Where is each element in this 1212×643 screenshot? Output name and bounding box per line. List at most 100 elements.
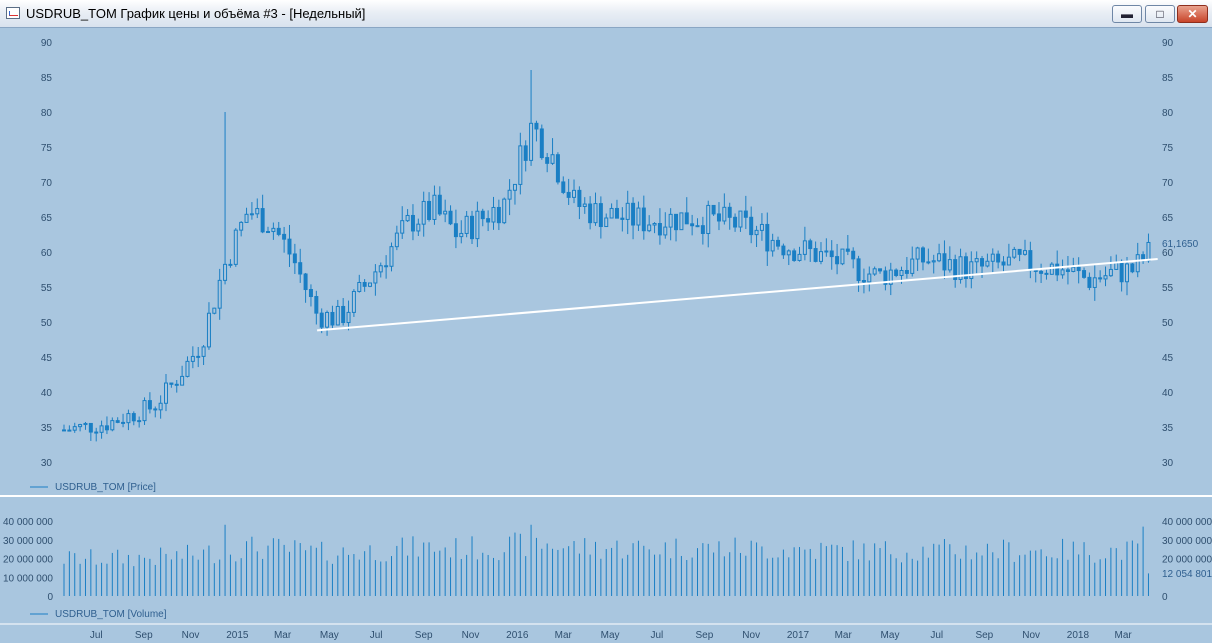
candle-body: [330, 311, 335, 326]
candle-body: [174, 383, 179, 386]
candle-body: [480, 210, 485, 220]
time-tick: Sep: [135, 630, 153, 641]
candle-body: [1071, 266, 1076, 272]
candle-body: [1087, 276, 1092, 288]
candle-body: [636, 207, 641, 226]
time-tick: May: [320, 630, 339, 641]
time-tick: Jul: [650, 630, 663, 641]
candle-body: [754, 229, 759, 236]
candle-body: [1039, 270, 1044, 274]
price-tick-left: 90: [41, 38, 53, 49]
candle-body: [555, 154, 560, 183]
candle-body: [926, 261, 931, 264]
candle-body: [920, 247, 925, 263]
candle-body: [507, 189, 512, 200]
candle-body: [942, 253, 947, 271]
candle-body: [1098, 277, 1103, 280]
candle-body: [512, 183, 517, 191]
candle-body: [115, 420, 120, 423]
close-button[interactable]: ✕: [1177, 5, 1208, 23]
candle-body: [78, 424, 83, 428]
maximize-icon: □: [1156, 7, 1164, 21]
candle-body: [491, 206, 496, 223]
candle-body: [88, 422, 93, 433]
candle-body: [502, 198, 507, 224]
time-tick: Mar: [274, 630, 292, 641]
candle-body: [974, 258, 979, 263]
price-tick-right: 45: [1162, 353, 1174, 364]
candle-body: [341, 305, 346, 324]
candle-body: [657, 223, 662, 236]
price-tick-left: 35: [41, 423, 53, 434]
volume-tick-right: 30 000 000: [1162, 536, 1212, 547]
time-tick: Nov: [182, 630, 200, 641]
candle-body: [62, 429, 66, 432]
candle-body: [319, 312, 324, 328]
candle-body: [217, 279, 222, 309]
candle-body: [464, 215, 469, 234]
candle-body: [523, 145, 528, 161]
candle-body: [351, 290, 356, 313]
candle-body: [749, 216, 754, 236]
candle-body: [1055, 263, 1060, 276]
candle-body: [904, 270, 909, 274]
candle-body: [878, 268, 883, 272]
price-tick-left: 40: [41, 388, 53, 399]
candle-body: [539, 128, 544, 159]
candle-body: [110, 420, 115, 431]
candle-body: [362, 281, 367, 287]
candle-body: [797, 253, 802, 261]
candle-body: [743, 210, 748, 218]
price-tick-left: 75: [41, 143, 53, 154]
candle-body: [883, 270, 888, 285]
candle-body: [808, 240, 813, 250]
candle-body: [609, 207, 614, 219]
candle-body: [985, 260, 990, 267]
time-tick: Mar: [555, 630, 573, 641]
candle-body: [851, 250, 856, 260]
title-bar[interactable]: USDRUB_TOM График цены и объёма #3 - [Не…: [0, 0, 1212, 28]
close-icon: ✕: [1187, 7, 1198, 21]
candle-body: [953, 259, 958, 280]
candle-body: [437, 194, 442, 215]
candle-body: [298, 262, 303, 275]
candle-body: [663, 226, 668, 236]
candle-body: [394, 232, 399, 248]
price-tick-left: 60: [41, 248, 53, 259]
candle-body: [722, 206, 727, 222]
candle-body: [94, 431, 99, 434]
time-tick: Nov: [742, 630, 760, 641]
candle-body: [239, 221, 244, 231]
candle-body: [684, 212, 689, 225]
candle-body: [357, 281, 362, 292]
candle-body: [142, 400, 147, 422]
maximize-button[interactable]: □: [1145, 5, 1175, 23]
candle-body: [770, 239, 775, 252]
minimize-button[interactable]: ▬: [1112, 5, 1142, 23]
candle-body: [765, 223, 770, 252]
price-volume-chart[interactable]: 90 85 80 75 70 65 60 55 50 45 40 35 30 90 85 80 75 70 65 6…: [0, 28, 1212, 643]
candle-body: [679, 212, 684, 231]
candle-body: [1076, 266, 1081, 272]
time-tick: 2017: [787, 630, 810, 641]
candle-body: [67, 429, 72, 432]
volume-tick-right: 40 000 000: [1162, 517, 1212, 528]
candle-body: [169, 382, 174, 385]
candle-body: [529, 122, 534, 161]
candle-body: [384, 265, 389, 268]
volume-tick-left: 0: [47, 592, 53, 603]
candle-body: [861, 280, 866, 283]
candle-body: [716, 213, 721, 222]
trend-line[interactable]: [317, 258, 1158, 332]
candle-body: [244, 213, 249, 223]
time-tick: Nov: [462, 630, 480, 641]
price-tick-right: 40: [1162, 388, 1174, 399]
candle-body: [228, 263, 233, 266]
candle-body: [373, 271, 378, 284]
price-axis-right: 90 85 80 75 70 65 60 55 50 45 40 35 30: [1162, 38, 1174, 469]
candle-body: [1017, 248, 1022, 255]
candle-body: [690, 223, 695, 227]
candle-body: [937, 253, 942, 262]
time-tick: Jul: [930, 630, 943, 641]
